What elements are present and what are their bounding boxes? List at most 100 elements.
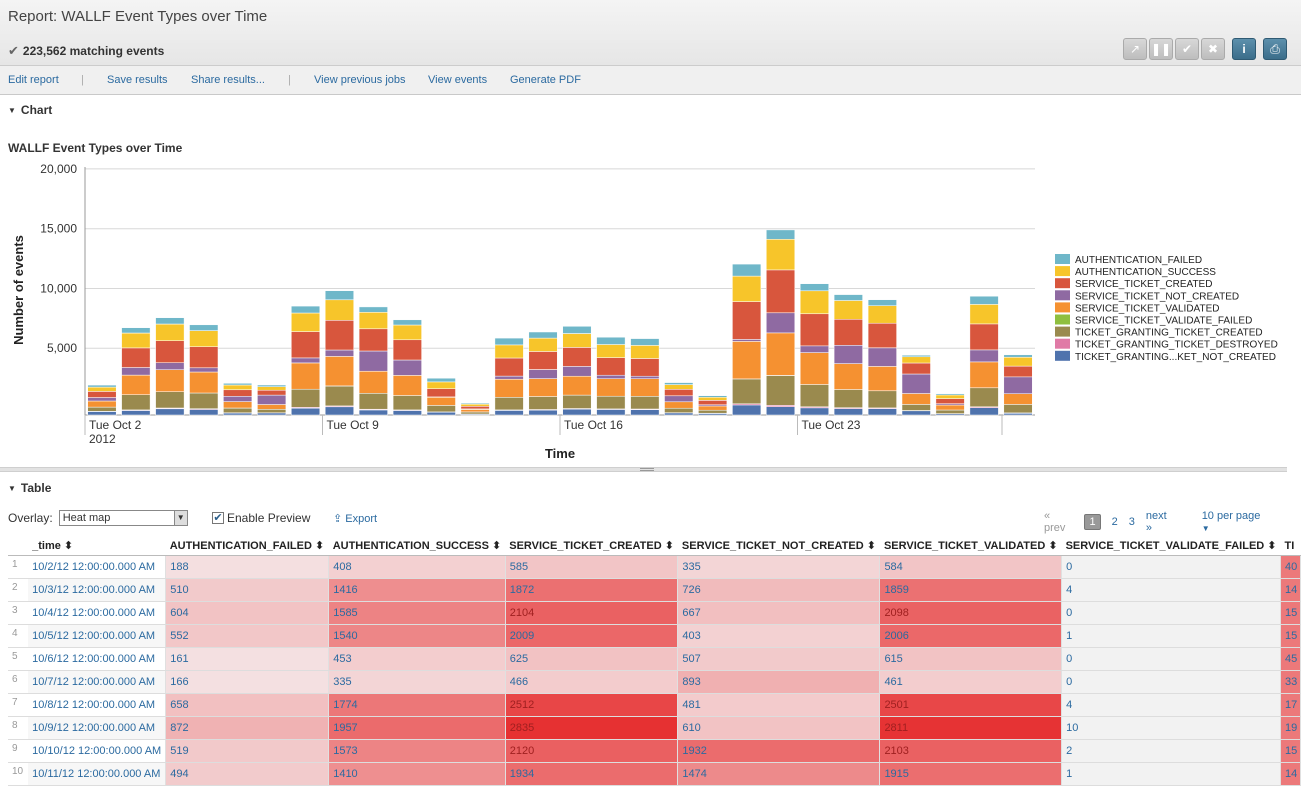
chart-section-toggle[interactable]: ▼ Chart <box>8 103 52 117</box>
column-header[interactable]: SERVICE_TICKET_CREATED ⬍ <box>505 537 678 556</box>
value-cell[interactable]: 604 <box>165 601 330 625</box>
pause-button[interactable]: ❚❚ <box>1149 38 1173 60</box>
time-cell[interactable]: 10/11/12 12:00:00.000 AM <box>28 762 167 786</box>
value-cell[interactable]: 610 <box>677 716 881 740</box>
value-cell[interactable]: 4 <box>1061 578 1281 602</box>
value-cell[interactable]: 466 <box>505 670 679 694</box>
value-cell[interactable]: 14 <box>1280 578 1301 602</box>
table-row[interactable]: 8 10/9/12 12:00:00.000 AM 872 1957 2835 610 28… <box>8 716 1301 740</box>
value-cell[interactable]: 872 <box>165 716 330 740</box>
generate-pdf-link[interactable]: Generate PDF <box>510 74 581 86</box>
time-cell[interactable]: 10/4/12 12:00:00.000 AM <box>28 601 167 625</box>
page-2-link[interactable]: 2 <box>1111 516 1118 528</box>
time-cell[interactable]: 10/2/12 12:00:00.000 AM <box>28 555 167 579</box>
value-cell[interactable]: 1540 <box>328 624 506 648</box>
table-row[interactable]: 5 10/6/12 12:00:00.000 AM 161 453 625 507 615 0… <box>8 647 1301 671</box>
value-cell[interactable]: 1 <box>1061 762 1281 786</box>
time-cell[interactable]: 10/3/12 12:00:00.000 AM <box>28 578 167 602</box>
table-row[interactable]: 1 10/2/12 12:00:00.000 AM 188 408 585 335 584 0… <box>8 555 1301 579</box>
time-cell[interactable]: 10/7/12 12:00:00.000 AM <box>28 670 167 694</box>
value-cell[interactable]: 507 <box>677 647 881 671</box>
value-cell[interactable]: 1 <box>1061 624 1281 648</box>
column-header[interactable]: TI <box>1280 537 1301 556</box>
table-row[interactable]: 3 10/4/12 12:00:00.000 AM 604 1585 2104 667 20… <box>8 601 1301 625</box>
value-cell[interactable]: 2104 <box>505 601 679 625</box>
value-cell[interactable]: 2098 <box>879 601 1063 625</box>
table-row[interactable]: 10 10/11/12 12:00:00.000 AM 494 1410 1934 147… <box>8 762 1301 786</box>
value-cell[interactable]: 893 <box>677 670 881 694</box>
time-cell[interactable]: 10/6/12 12:00:00.000 AM <box>28 647 167 671</box>
overlay-select[interactable]: Heat map ▼ <box>58 510 188 526</box>
page-3-link[interactable]: 3 <box>1128 516 1135 528</box>
value-cell[interactable]: 17 <box>1280 693 1301 717</box>
value-cell[interactable]: 585 <box>505 555 679 579</box>
time-cell[interactable]: 10/9/12 12:00:00.000 AM <box>28 716 167 740</box>
send-to-background-button[interactable]: ↗ <box>1123 38 1147 60</box>
page-1-button[interactable]: 1 <box>1084 514 1101 530</box>
value-cell[interactable]: 0 <box>1061 555 1281 579</box>
value-cell[interactable]: 4 <box>1061 693 1281 717</box>
checkbox-checked-icon[interactable]: ✔ <box>212 512 224 524</box>
value-cell[interactable]: 335 <box>677 555 881 579</box>
value-cell[interactable]: 2120 <box>505 739 679 763</box>
value-cell[interactable]: 1932 <box>677 739 881 763</box>
time-cell[interactable]: 10/5/12 12:00:00.000 AM <box>28 624 167 648</box>
cancel-button[interactable]: ✖ <box>1201 38 1225 60</box>
prev-page-link[interactable]: « prev <box>1044 510 1066 534</box>
enable-preview-toggle[interactable]: ✔ Enable Preview <box>212 511 310 525</box>
finalize-button[interactable]: ✔ <box>1175 38 1199 60</box>
value-cell[interactable]: 658 <box>165 693 330 717</box>
value-cell[interactable]: 1416 <box>328 578 506 602</box>
value-cell[interactable]: 1957 <box>328 716 506 740</box>
resize-divider[interactable] <box>0 467 1287 472</box>
value-cell[interactable]: 0 <box>1061 647 1281 671</box>
table-row[interactable]: 7 10/8/12 12:00:00.000 AM 658 1774 2512 481 25… <box>8 693 1301 717</box>
column-header[interactable]: SERVICE_TICKET_VALIDATE_FAILED ⬍ <box>1061 537 1281 556</box>
value-cell[interactable]: 33 <box>1280 670 1301 694</box>
value-cell[interactable]: 1474 <box>677 762 881 786</box>
value-cell[interactable]: 625 <box>505 647 679 671</box>
value-cell[interactable]: 2103 <box>879 739 1063 763</box>
value-cell[interactable]: 453 <box>328 647 506 671</box>
share-results-link[interactable]: Share results... <box>191 74 265 86</box>
info-button[interactable]: i <box>1232 38 1256 60</box>
value-cell[interactable]: 667 <box>677 601 881 625</box>
save-results-link[interactable]: Save results <box>107 74 168 86</box>
value-cell[interactable]: 494 <box>165 762 330 786</box>
export-button[interactable]: ⇪ Export <box>333 512 377 525</box>
edit-report-link[interactable]: Edit report <box>8 74 59 86</box>
value-cell[interactable]: 1774 <box>328 693 506 717</box>
value-cell[interactable]: 0 <box>1061 601 1281 625</box>
value-cell[interactable]: 1915 <box>879 762 1063 786</box>
value-cell[interactable]: 2006 <box>879 624 1063 648</box>
column-header[interactable]: _time ⬍ <box>28 537 166 556</box>
table-row[interactable]: 2 10/3/12 12:00:00.000 AM 510 1416 1872 726 18… <box>8 578 1301 602</box>
column-header[interactable]: SERVICE_TICKET_NOT_CREATED ⬍ <box>677 537 880 556</box>
value-cell[interactable]: 1585 <box>328 601 506 625</box>
value-cell[interactable]: 14 <box>1280 762 1301 786</box>
value-cell[interactable]: 15 <box>1280 601 1301 625</box>
time-cell[interactable]: 10/10/12 12:00:00.000 AM <box>28 739 167 763</box>
value-cell[interactable]: 335 <box>328 670 506 694</box>
next-page-link[interactable]: next » <box>1145 510 1167 534</box>
value-cell[interactable]: 45 <box>1280 647 1301 671</box>
value-cell[interactable]: 166 <box>165 670 330 694</box>
value-cell[interactable]: 2811 <box>879 716 1063 740</box>
value-cell[interactable]: 2009 <box>505 624 679 648</box>
value-cell[interactable]: 552 <box>165 624 330 648</box>
value-cell[interactable]: 1859 <box>879 578 1063 602</box>
column-header[interactable]: AUTHENTICATION_SUCCESS ⬍ <box>328 537 506 556</box>
column-header[interactable]: AUTHENTICATION_FAILED ⬍ <box>165 537 329 556</box>
table-row[interactable]: 6 10/7/12 12:00:00.000 AM 166 335 466 893 461 0… <box>8 670 1301 694</box>
table-section-toggle[interactable]: ▼ Table <box>8 481 51 495</box>
value-cell[interactable]: 726 <box>677 578 881 602</box>
value-cell[interactable]: 461 <box>879 670 1063 694</box>
view-previous-jobs-link[interactable]: View previous jobs <box>314 74 406 86</box>
value-cell[interactable]: 403 <box>677 624 881 648</box>
value-cell[interactable]: 15 <box>1280 739 1301 763</box>
value-cell[interactable]: 2 <box>1061 739 1281 763</box>
value-cell[interactable]: 584 <box>879 555 1063 579</box>
value-cell[interactable]: 2501 <box>879 693 1063 717</box>
time-cell[interactable]: 10/8/12 12:00:00.000 AM <box>28 693 167 717</box>
value-cell[interactable]: 1573 <box>328 739 506 763</box>
